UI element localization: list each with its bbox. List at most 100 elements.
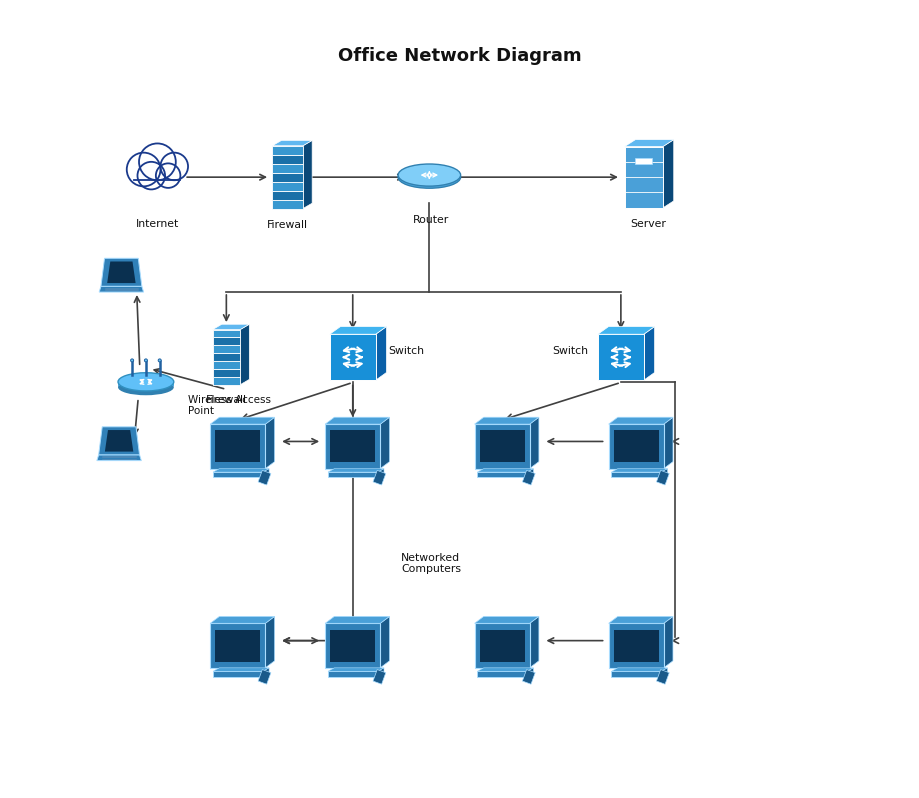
Polygon shape — [643, 326, 654, 380]
Polygon shape — [107, 262, 135, 283]
Bar — [215, 630, 260, 662]
Text: Server: Server — [630, 219, 665, 228]
Bar — [608, 623, 663, 668]
Ellipse shape — [398, 164, 460, 186]
Bar — [611, 671, 660, 677]
Polygon shape — [101, 259, 142, 286]
Ellipse shape — [118, 379, 174, 395]
Bar — [272, 146, 302, 155]
Bar — [330, 630, 375, 662]
Text: Switch: Switch — [388, 346, 424, 356]
Polygon shape — [99, 286, 143, 292]
Text: Router: Router — [413, 215, 448, 226]
Text: Office Network Diagram: Office Network Diagram — [338, 47, 581, 65]
Text: Firewall: Firewall — [206, 396, 246, 405]
Bar — [213, 472, 262, 477]
Text: Networked
Computers: Networked Computers — [401, 552, 460, 574]
Polygon shape — [527, 468, 533, 477]
Bar — [212, 354, 240, 361]
Bar — [611, 472, 660, 477]
Bar — [624, 147, 663, 207]
Text: Switch: Switch — [552, 346, 588, 356]
Bar — [474, 424, 529, 468]
Polygon shape — [611, 468, 666, 472]
Polygon shape — [529, 417, 539, 468]
Bar — [479, 630, 524, 662]
Polygon shape — [663, 417, 672, 468]
Polygon shape — [477, 468, 533, 472]
Polygon shape — [262, 668, 268, 677]
Circle shape — [127, 152, 160, 187]
Bar — [477, 472, 527, 477]
Circle shape — [144, 359, 147, 362]
Bar — [210, 623, 265, 668]
Bar — [597, 334, 643, 380]
Polygon shape — [105, 430, 133, 452]
Polygon shape — [262, 468, 268, 477]
Bar — [118, 382, 174, 386]
Bar — [613, 630, 658, 662]
Ellipse shape — [118, 373, 174, 391]
Bar — [212, 369, 240, 377]
Bar — [608, 424, 663, 468]
Polygon shape — [597, 326, 654, 334]
Bar — [656, 670, 668, 684]
Polygon shape — [529, 616, 539, 668]
Bar — [213, 671, 262, 677]
Bar — [272, 200, 302, 208]
Circle shape — [130, 359, 133, 362]
Polygon shape — [213, 468, 268, 472]
Polygon shape — [377, 668, 383, 677]
Polygon shape — [377, 468, 383, 477]
Bar — [134, 170, 180, 181]
Bar — [522, 470, 535, 485]
Polygon shape — [265, 616, 274, 668]
Ellipse shape — [398, 166, 460, 188]
Bar — [635, 157, 652, 164]
Polygon shape — [212, 324, 249, 330]
Polygon shape — [380, 616, 389, 668]
Polygon shape — [608, 616, 672, 623]
Polygon shape — [474, 417, 539, 424]
Polygon shape — [324, 417, 389, 424]
Polygon shape — [213, 668, 268, 671]
Polygon shape — [327, 668, 383, 671]
Bar — [330, 430, 375, 462]
Circle shape — [160, 152, 187, 180]
Circle shape — [155, 164, 180, 188]
Bar — [212, 338, 240, 346]
Polygon shape — [477, 668, 533, 671]
Polygon shape — [611, 668, 666, 671]
Bar — [324, 424, 380, 468]
Text: Wireless Access
Point: Wireless Access Point — [187, 395, 271, 417]
Text: Internet: Internet — [136, 219, 179, 228]
Polygon shape — [663, 140, 673, 207]
Text: Firewall: Firewall — [267, 220, 308, 230]
Bar — [479, 430, 524, 462]
Bar — [212, 330, 240, 338]
Bar — [329, 334, 375, 380]
Bar — [272, 164, 302, 172]
Circle shape — [158, 359, 161, 362]
Bar — [272, 182, 302, 191]
Polygon shape — [302, 140, 312, 208]
Bar — [210, 424, 265, 468]
Polygon shape — [265, 417, 274, 468]
Polygon shape — [660, 468, 666, 477]
Polygon shape — [272, 140, 312, 146]
Bar — [258, 470, 270, 485]
Polygon shape — [380, 417, 389, 468]
Polygon shape — [663, 616, 672, 668]
Circle shape — [139, 144, 176, 180]
Bar — [212, 377, 240, 385]
Bar — [258, 670, 270, 684]
Bar — [372, 670, 385, 684]
Polygon shape — [210, 417, 274, 424]
Bar — [372, 470, 385, 485]
Polygon shape — [375, 326, 386, 380]
Bar — [474, 623, 529, 668]
Bar — [212, 346, 240, 354]
Circle shape — [137, 162, 165, 189]
Bar — [613, 430, 658, 462]
Polygon shape — [98, 427, 140, 455]
